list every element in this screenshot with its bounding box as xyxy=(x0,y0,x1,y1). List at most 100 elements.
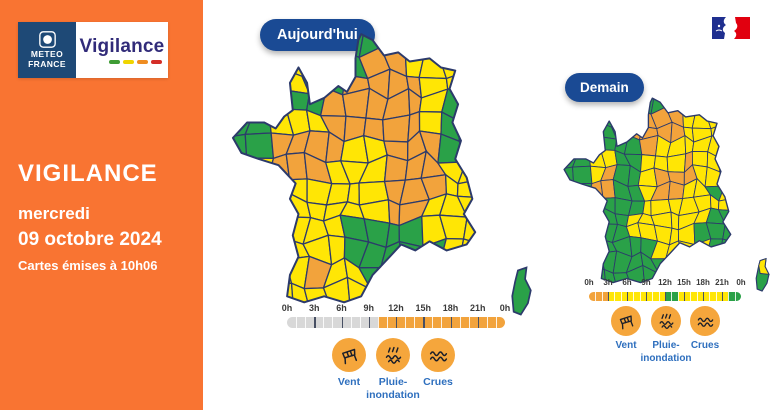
department-cell[interactable] xyxy=(272,215,290,247)
department-cell[interactable] xyxy=(584,135,602,157)
department-cell[interactable] xyxy=(458,112,489,143)
corsica-north[interactable] xyxy=(758,257,770,275)
department-cell[interactable] xyxy=(665,253,682,271)
department-cell[interactable] xyxy=(243,284,275,314)
department-cell[interactable] xyxy=(230,157,256,176)
corsica[interactable] xyxy=(511,266,532,316)
department-cell[interactable] xyxy=(307,31,323,56)
department-cell[interactable] xyxy=(597,96,618,111)
department-cell[interactable] xyxy=(251,174,269,206)
department-cell[interactable] xyxy=(230,66,254,96)
department-cell[interactable] xyxy=(418,49,448,80)
department-cell[interactable] xyxy=(719,163,741,187)
department-cell[interactable] xyxy=(562,193,580,211)
department-cell[interactable] xyxy=(457,238,489,268)
department-cell[interactable] xyxy=(615,96,626,114)
department-cell[interactable] xyxy=(703,96,724,111)
department-cell[interactable] xyxy=(586,206,604,228)
department-cell[interactable] xyxy=(562,137,580,157)
department-cell[interactable] xyxy=(562,207,580,231)
department-cell[interactable] xyxy=(678,250,696,273)
department-cell[interactable] xyxy=(718,122,740,138)
department-cell[interactable] xyxy=(718,238,740,259)
department-cell[interactable] xyxy=(265,192,291,223)
department-cell[interactable] xyxy=(562,271,579,290)
department-cell[interactable] xyxy=(230,286,254,313)
department-cell[interactable] xyxy=(245,157,275,180)
department-cell[interactable] xyxy=(290,282,312,313)
tab-tomorrow[interactable]: Demain xyxy=(565,73,644,102)
department-cell[interactable] xyxy=(590,238,604,255)
department-cell[interactable] xyxy=(457,260,489,289)
department-cell[interactable] xyxy=(230,222,256,240)
department-cell[interactable] xyxy=(586,197,604,216)
department-cell[interactable] xyxy=(262,47,286,79)
department-cell[interactable] xyxy=(584,107,601,129)
department-cell[interactable] xyxy=(230,192,255,228)
department-cell[interactable] xyxy=(379,31,407,56)
department-cell[interactable] xyxy=(574,127,589,141)
department-cell[interactable] xyxy=(574,111,589,129)
department-cell[interactable] xyxy=(262,88,287,120)
department-cell[interactable] xyxy=(577,206,593,229)
department-cell[interactable] xyxy=(704,166,726,188)
department-cell[interactable] xyxy=(718,253,740,274)
department-cell[interactable] xyxy=(603,268,619,290)
department-cell[interactable] xyxy=(584,121,602,138)
department-cell[interactable] xyxy=(404,31,426,56)
department-cell[interactable] xyxy=(624,109,643,128)
department-cell[interactable] xyxy=(247,31,265,58)
department-cell[interactable] xyxy=(562,96,576,114)
department-cell[interactable] xyxy=(382,114,411,143)
department-cell[interactable] xyxy=(611,109,632,128)
department-cell[interactable] xyxy=(436,31,466,53)
department-cell[interactable] xyxy=(230,255,246,291)
department-cell[interactable] xyxy=(301,51,331,77)
department-cell[interactable] xyxy=(572,226,593,244)
department-cell[interactable] xyxy=(230,31,250,57)
department-cell[interactable] xyxy=(577,135,590,158)
department-cell[interactable] xyxy=(717,96,741,112)
department-cell[interactable] xyxy=(625,264,646,290)
department-cell[interactable] xyxy=(322,276,352,313)
tab-today[interactable]: Aujourd'hui xyxy=(260,19,375,51)
department-cell[interactable] xyxy=(692,250,708,273)
vigilance-map-tomorrow[interactable] xyxy=(562,96,774,292)
meteo-france-vigilance-logo[interactable]: METEO FRANCE Vigilance xyxy=(18,22,168,78)
department-cell[interactable] xyxy=(437,133,467,164)
department-cell[interactable] xyxy=(665,96,684,113)
department-cell[interactable] xyxy=(436,262,461,289)
department-cell[interactable] xyxy=(281,31,311,53)
department-cell[interactable] xyxy=(670,211,680,231)
department-cell[interactable] xyxy=(243,259,273,291)
department-cell[interactable] xyxy=(230,54,250,79)
department-cell[interactable] xyxy=(691,108,712,130)
department-cell[interactable] xyxy=(455,50,489,75)
department-cell[interactable] xyxy=(719,151,741,173)
department-cell[interactable] xyxy=(230,235,247,267)
department-cell[interactable] xyxy=(562,120,579,141)
department-cell[interactable] xyxy=(717,109,741,126)
department-cell[interactable] xyxy=(271,238,291,262)
department-cell[interactable] xyxy=(455,31,489,54)
department-cell[interactable] xyxy=(244,238,274,267)
department-cell[interactable] xyxy=(600,136,618,151)
department-cell[interactable] xyxy=(247,53,269,79)
department-cell[interactable] xyxy=(562,250,573,275)
department-cell[interactable] xyxy=(285,89,311,111)
department-cell[interactable] xyxy=(591,223,604,244)
department-cell[interactable] xyxy=(320,50,347,77)
department-cell[interactable] xyxy=(562,112,576,129)
department-cell[interactable] xyxy=(666,153,687,173)
department-cell[interactable] xyxy=(458,129,489,163)
department-cell[interactable] xyxy=(263,31,294,55)
department-cell[interactable] xyxy=(718,135,740,159)
department-cell[interactable] xyxy=(265,178,291,205)
department-cell[interactable] xyxy=(457,69,489,92)
department-cell[interactable] xyxy=(244,220,275,246)
department-cell[interactable] xyxy=(399,255,424,289)
department-cell[interactable] xyxy=(574,96,586,114)
department-cell[interactable] xyxy=(419,255,441,289)
department-cell[interactable] xyxy=(387,198,401,227)
department-cell[interactable] xyxy=(251,87,271,120)
